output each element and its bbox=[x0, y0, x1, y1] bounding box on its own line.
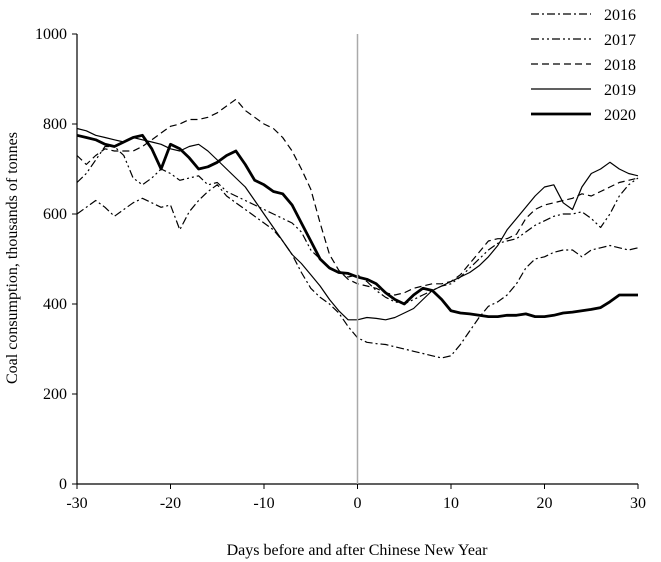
legend-label-2020: 2020 bbox=[604, 107, 636, 124]
x-tick-label: 10 bbox=[443, 495, 459, 512]
legend-label-2016: 2016 bbox=[604, 7, 636, 24]
series-line-2017 bbox=[76, 145, 639, 305]
x-tick-label: -30 bbox=[66, 495, 87, 512]
legend-label-2018: 2018 bbox=[604, 57, 636, 74]
x-tick-label: 0 bbox=[354, 495, 362, 512]
y-tick-label: 0 bbox=[59, 476, 67, 493]
y-tick-label: 600 bbox=[43, 206, 67, 223]
y-tick-label: 1000 bbox=[35, 26, 67, 43]
x-tick-label: -10 bbox=[253, 495, 274, 512]
tick-labels: 0 200 400 600 800 1000 -30 -20 -10 0 10 20 30 bbox=[35, 26, 646, 512]
x-tick-label: 20 bbox=[537, 495, 553, 512]
legend-label-2019: 2019 bbox=[604, 82, 636, 99]
legend: 2016 2017 2018 2019 2020 bbox=[531, 7, 636, 124]
y-tick-label: 400 bbox=[43, 296, 67, 313]
x-tick-label: -20 bbox=[160, 495, 181, 512]
y-tick-label: 800 bbox=[43, 116, 67, 133]
axes bbox=[76, 34, 638, 485]
y-tick-label: 200 bbox=[43, 386, 67, 403]
y-axis-title: Coal consumption, thousands of tonnes bbox=[4, 132, 21, 384]
legend-label-2017: 2017 bbox=[604, 32, 636, 49]
x-tick-label: 30 bbox=[630, 495, 646, 512]
x-axis-title: Days before and after Chinese New Year bbox=[227, 542, 488, 559]
